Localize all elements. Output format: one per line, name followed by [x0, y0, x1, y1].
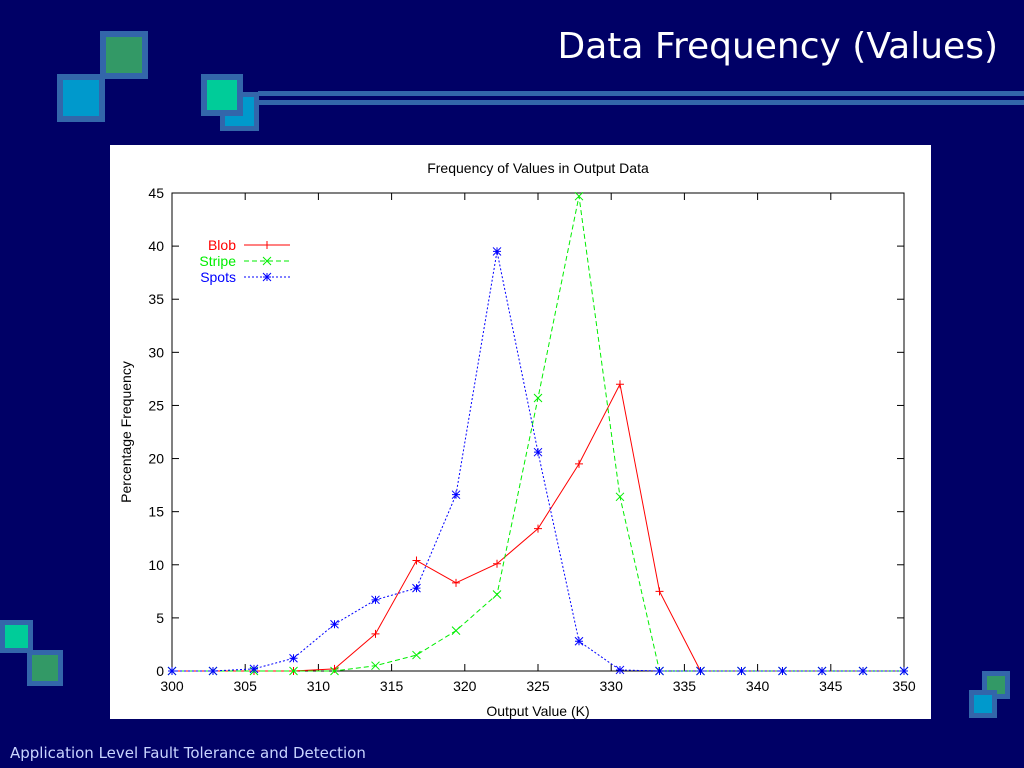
series-line — [172, 251, 904, 672]
data-point-marker — [371, 595, 380, 605]
x-tick-label: 320 — [453, 678, 477, 694]
series-blob — [168, 380, 908, 675]
data-point-marker — [249, 664, 259, 674]
data-point-marker — [371, 661, 380, 671]
x-tick-label: 305 — [234, 678, 258, 694]
data-point-marker — [263, 241, 271, 249]
data-point-marker — [452, 578, 461, 587]
data-point-marker — [371, 629, 380, 638]
data-point-marker — [492, 247, 502, 256]
data-point-marker — [262, 256, 272, 266]
title-rule — [258, 100, 1024, 105]
legend-label: Stripe — [199, 253, 236, 269]
series-spots — [167, 247, 909, 676]
legend-label: Spots — [200, 269, 236, 285]
data-point-marker — [533, 447, 543, 457]
deco-square-teal — [201, 74, 243, 116]
data-point-marker — [655, 666, 664, 676]
data-point-marker — [451, 490, 461, 500]
x-tick-label: 315 — [380, 678, 404, 694]
y-tick-label: 10 — [148, 557, 164, 573]
data-point-marker — [330, 666, 339, 676]
footer-text: Application Level Fault Tolerance and De… — [10, 744, 366, 762]
x-tick-label: 335 — [673, 678, 697, 694]
chart-title: Frequency of Values in Output Data — [427, 160, 649, 176]
data-point-marker — [289, 653, 298, 663]
series-stripe — [167, 191, 909, 676]
x-tick-label: 350 — [892, 678, 916, 694]
y-axis-label: Percentage Frequency — [118, 361, 134, 503]
series-line — [172, 196, 904, 672]
deco-square-teal — [0, 620, 33, 653]
x-tick-label: 330 — [600, 678, 624, 694]
data-point-marker — [492, 590, 502, 599]
data-point-marker — [615, 665, 625, 675]
data-point-marker — [533, 393, 543, 403]
data-point-marker — [493, 559, 502, 568]
data-point-marker — [615, 380, 624, 389]
y-tick-label: 15 — [148, 504, 164, 520]
y-tick-label: 25 — [148, 397, 164, 413]
x-tick-label: 340 — [746, 678, 770, 694]
data-point-marker — [737, 666, 746, 676]
chart-panel: Frequency of Values in Output Data Outpu… — [110, 145, 931, 719]
data-point-marker — [574, 191, 584, 201]
x-tick-label: 310 — [307, 678, 331, 694]
x-tick-label: 325 — [526, 678, 550, 694]
deco-square-green — [100, 31, 148, 79]
data-point-marker — [615, 492, 625, 502]
data-point-marker — [167, 666, 177, 676]
title-rule — [258, 91, 1024, 96]
data-point-marker — [574, 636, 584, 646]
data-point-marker — [858, 666, 868, 676]
y-tick-label: 45 — [148, 185, 164, 201]
data-point-marker — [899, 666, 909, 676]
y-tick-label: 0 — [156, 663, 164, 679]
y-tick-label: 35 — [148, 291, 164, 307]
y-tick-label: 20 — [148, 451, 164, 467]
y-tick-label: 5 — [156, 610, 164, 626]
plot-frame — [171, 192, 905, 672]
x-tick-label: 345 — [819, 678, 843, 694]
data-point-marker — [412, 583, 421, 593]
x-tick-label: 300 — [160, 678, 184, 694]
data-point-marker — [574, 459, 583, 468]
data-point-marker — [289, 666, 298, 676]
slide-title: Data Frequency (Values) — [557, 26, 998, 67]
deco-square-green — [27, 650, 63, 686]
data-point-marker — [655, 587, 664, 596]
x-axis-label: Output Value (K) — [486, 703, 589, 719]
data-point-marker — [330, 619, 339, 629]
y-tick-label: 30 — [148, 344, 164, 360]
data-point-marker — [262, 272, 272, 282]
deco-square-blue — [969, 690, 997, 718]
y-tick-label: 40 — [148, 238, 164, 254]
data-point-marker — [778, 666, 787, 676]
data-point-marker — [534, 524, 542, 533]
deco-square-blue — [57, 74, 105, 122]
data-point-marker — [451, 626, 461, 635]
data-point-marker — [817, 666, 827, 676]
data-point-marker — [208, 666, 218, 676]
data-point-marker — [412, 650, 421, 660]
data-point-marker — [696, 666, 705, 676]
line-chart: Frequency of Values in Output Data Outpu… — [118, 160, 916, 719]
data-point-marker — [412, 556, 421, 565]
legend-label: Blob — [208, 237, 236, 253]
